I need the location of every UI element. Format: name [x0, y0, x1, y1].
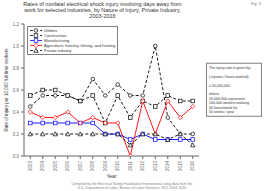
html-text:Compiled by the Electrical Saf: Compiled by the Electrical Safety Founda…: [71, 181, 193, 190]
html-text:work for selected industries,: work for selected industries, by Nature …: [24, 7, 181, 13]
svg-text:2012: 2012: [140, 161, 145, 172]
svg-text:Year: Year: [106, 173, 116, 179]
html-text:Rates of nonfatal electrical s: Rates of nonfatal electrical shock injur…: [23, 1, 182, 7]
html-text:Fig. 9: Fig. 9: [251, 1, 261, 6]
svg-text:2013: 2013: [153, 161, 158, 172]
svg-text:0.0: 0.0: [13, 154, 20, 159]
html-text:Manufacturing: Manufacturing: [44, 38, 70, 43]
html-text:2003-2016: 2003-2016: [89, 13, 116, 19]
svg-text:2015: 2015: [178, 161, 183, 172]
svg-text:Rate of injury per 10,000 full: Rate of injury per 10,000 full time work…: [8, 48, 9, 132]
svg-text:1.0: 1.0: [13, 44, 20, 49]
svg-text:2011: 2011: [128, 161, 133, 171]
svg-text:2010: 2010: [115, 161, 120, 172]
html-text:Construction: Construction: [44, 33, 67, 38]
svg-text:2004: 2004: [40, 161, 45, 172]
svg-text:0.4: 0.4: [13, 110, 20, 115]
svg-text:1.2: 1.2: [13, 22, 20, 27]
svg-text:0.2: 0.2: [13, 132, 20, 137]
svg-text:2005: 2005: [53, 161, 58, 172]
html-text:The injury rate is given by: (: The injury rate is given by: ( injuries …: [209, 65, 251, 114]
svg-text:2006: 2006: [65, 161, 70, 172]
html-text:Private industry: Private industry: [44, 48, 72, 53]
html-text:Agriculture, forestry, fishing: Agriculture, forestry, fishing, and hunt…: [44, 43, 116, 48]
svg-text:2007: 2007: [78, 161, 83, 172]
svg-text:2008: 2008: [90, 161, 95, 172]
svg-text:0.6: 0.6: [13, 88, 20, 93]
svg-text:2009: 2009: [103, 161, 108, 172]
svg-text:2003: 2003: [28, 161, 33, 172]
svg-text:2014: 2014: [165, 161, 170, 172]
html-text:Utilities: Utilities: [44, 28, 57, 33]
svg-text:2016: 2016: [190, 161, 195, 172]
svg-text:0.8: 0.8: [13, 66, 20, 71]
